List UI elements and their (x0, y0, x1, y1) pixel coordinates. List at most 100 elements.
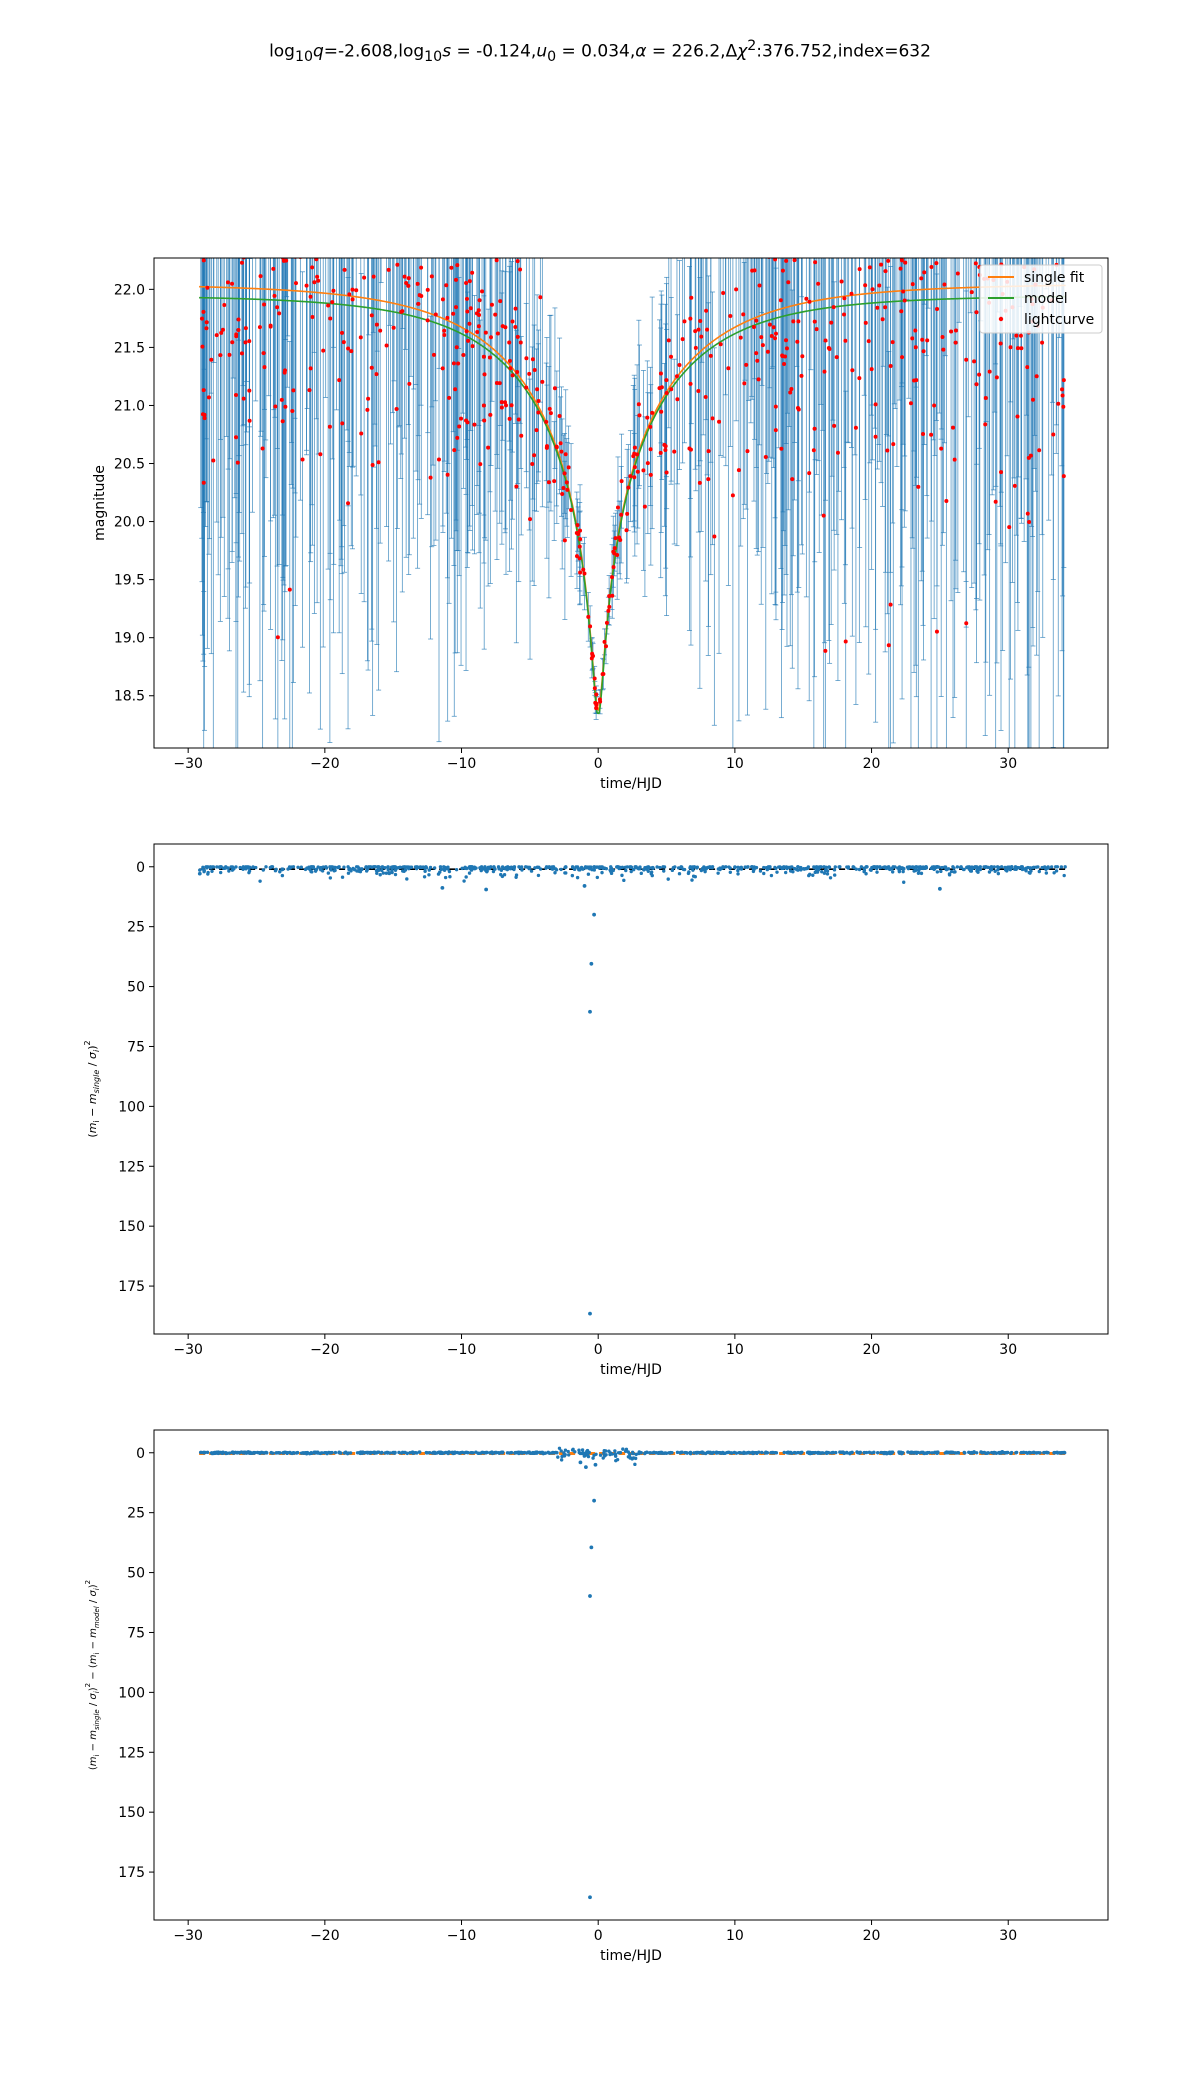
lightcurve-point (842, 312, 847, 317)
lightcurve-point (391, 325, 396, 330)
residual-point (390, 1451, 395, 1455)
residual-point (655, 865, 659, 869)
lightcurve-point (1061, 474, 1066, 479)
lightcurve-point (1044, 65, 1048, 69)
lightcurve-point (717, 419, 722, 424)
lightcurve-point (734, 287, 739, 292)
lightcurve-point (346, 161, 350, 165)
residual-point (331, 865, 336, 869)
residual-point (376, 868, 381, 873)
lightcurve-point (503, 400, 508, 405)
lightcurve-point (444, 283, 449, 288)
lightcurve-point (999, 470, 1004, 475)
lightcurve-point (554, 444, 559, 449)
residual-outlier-point (588, 1311, 592, 1316)
residual-point (281, 1451, 285, 1455)
lightcurve-point (227, 352, 232, 357)
residual-point (572, 867, 577, 872)
lightcurve-point (1008, 345, 1013, 350)
residual-point (999, 1451, 1004, 1455)
residual-point (959, 865, 963, 869)
residual-point (631, 867, 636, 872)
lightcurve-point (830, 245, 834, 249)
lightcurve-point (552, 479, 557, 484)
lightcurve-point (1051, 432, 1056, 437)
residual-point (440, 1451, 445, 1455)
residual-point (538, 867, 543, 871)
lightcurve-point (885, 448, 890, 453)
residual-point (427, 868, 431, 872)
lightcurve-point (779, 446, 784, 451)
residual-point (369, 1450, 374, 1455)
residual-point (851, 865, 855, 869)
lightcurve-point (610, 575, 615, 580)
lightcurve-point (994, 149, 998, 153)
lightcurve-point (454, 345, 459, 350)
lightcurve-point (212, 176, 216, 180)
residual-point (786, 1450, 790, 1454)
lightcurve-point (637, 413, 642, 418)
residual-point (397, 1450, 401, 1455)
residual-point (602, 866, 607, 870)
lightcurve-point (241, 228, 245, 232)
residual-point (775, 870, 779, 874)
residual-point (280, 873, 285, 878)
lightcurve-point (257, 325, 262, 330)
lightcurve-point (434, 206, 438, 210)
lightcurve-point (398, 185, 402, 189)
lightcurve-point (1016, 181, 1020, 185)
residual-point (393, 865, 398, 869)
lightcurve-point (226, 218, 230, 222)
lightcurve-point (881, 144, 885, 148)
lightcurve-point (199, 316, 204, 321)
residual-point (815, 870, 820, 874)
lightcurve-point (507, 358, 512, 363)
residual-point (527, 865, 532, 870)
residual-point (940, 865, 944, 870)
chi2-difference-xlabel: time/HJD (600, 1948, 662, 1964)
residual-point (295, 1450, 300, 1455)
lightcurve-point (241, 245, 245, 249)
y-tick-label: 19.5 (114, 573, 145, 589)
residual-point (862, 1451, 866, 1455)
lightcurve-point (594, 706, 599, 711)
residual-point (559, 1458, 564, 1462)
lightcurve-point (857, 376, 862, 381)
residual-point (799, 865, 803, 870)
lightcurve-point (379, 48, 383, 52)
lightcurve-point (1038, 90, 1042, 94)
lightcurve-point (238, 230, 242, 234)
residual-point (409, 865, 414, 869)
lightcurve-point (972, 359, 977, 364)
lightcurve-point (771, 325, 776, 330)
residual-point (595, 875, 600, 880)
lightcurve-point (974, 382, 979, 387)
lightcurve-point (873, 434, 878, 439)
residual-point (971, 1450, 976, 1455)
residual-point (662, 869, 666, 873)
lightcurve-point (558, 441, 563, 446)
residual-point (381, 871, 386, 875)
lightcurve-point (914, 209, 918, 213)
residual-point (598, 1453, 603, 1457)
lightcurve-point (273, 239, 277, 243)
lightcurve-point (386, 267, 391, 272)
lightcurve-point (809, 216, 813, 220)
lightcurve-point (566, 465, 571, 470)
lightcurve-point (752, 268, 757, 273)
lightcurve-point (513, 324, 518, 329)
lightcurve-point (953, 328, 958, 333)
lightcurve-point (658, 450, 663, 455)
lightcurve-point (975, 242, 979, 246)
residual-point (357, 1451, 362, 1455)
lightcurve-point (201, 258, 206, 263)
residual-point (512, 866, 516, 870)
lightcurve-point (850, 239, 854, 243)
residual-outlier-point (440, 885, 445, 890)
residual-point (296, 865, 300, 869)
lightcurve-point (941, 347, 946, 352)
lightcurve-point (784, 258, 789, 263)
lightcurve-point (389, 210, 393, 214)
lightcurve-point (780, 353, 785, 358)
residual-point (502, 873, 507, 877)
